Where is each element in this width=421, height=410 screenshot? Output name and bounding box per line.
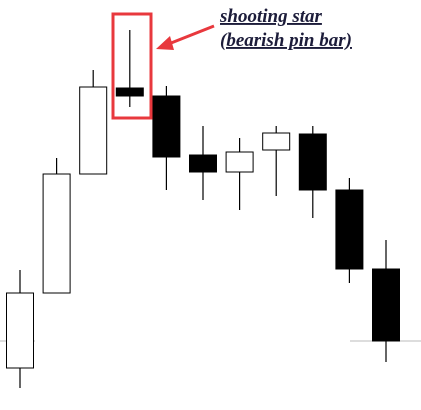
body xyxy=(372,268,400,342)
body xyxy=(115,87,144,97)
body xyxy=(262,132,291,151)
highlight-box xyxy=(111,12,153,120)
arrow-shaft xyxy=(165,24,215,47)
candles xyxy=(6,30,400,388)
body xyxy=(6,292,34,369)
body xyxy=(152,95,181,158)
annotation: (bearish pin bar) xyxy=(220,30,352,51)
annotation: shooting star xyxy=(219,6,323,27)
arrow-head xyxy=(156,36,174,50)
body xyxy=(225,151,254,173)
body xyxy=(42,173,71,294)
arrow xyxy=(156,24,215,50)
body xyxy=(79,86,108,175)
body xyxy=(335,189,364,270)
body xyxy=(298,133,327,191)
body xyxy=(189,154,217,173)
